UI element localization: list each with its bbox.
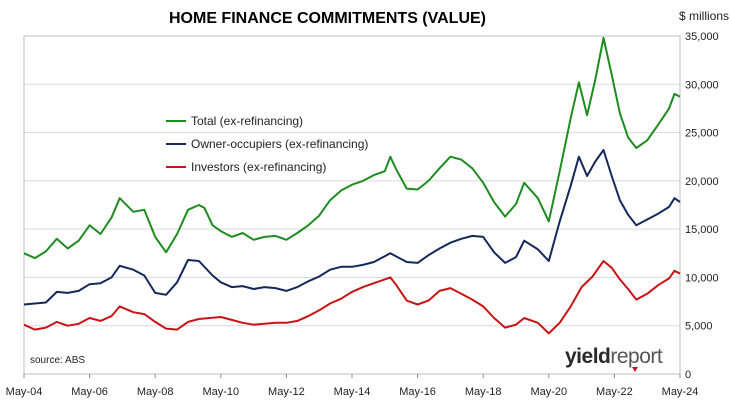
logo-word-report: report (610, 345, 663, 368)
x-tick-label: May-08 (137, 386, 174, 398)
legend: Total (ex-refinancing) Owner-occupiers (e… (166, 114, 368, 174)
grid-lines (23, 35, 681, 375)
y-tick-label: 10,000 (685, 272, 719, 284)
axes: 0 5,000 10,000 15,000 20,000 25,000 30,000 35,0… (6, 31, 719, 398)
x-tick-label: May-04 (6, 386, 43, 398)
series-line-1 (23, 36, 681, 260)
logo-word-yield: yield (565, 345, 611, 368)
x-tick-label: May-24 (662, 386, 699, 398)
yieldreport-logo: yieldreport (565, 345, 663, 372)
chart-title: HOME FINANCE COMMITMENTS (VALUE) (168, 10, 486, 27)
series-line-3 (23, 260, 681, 335)
x-tick-label: May-22 (596, 386, 633, 398)
y-axis-unit-label: $ millions (679, 9, 730, 23)
logo-marker-icon (632, 367, 638, 372)
y-tick-label: 30,000 (685, 79, 719, 91)
y-tick-label: 0 (685, 369, 691, 381)
x-tick-label: May-06 (71, 386, 108, 398)
series-line-2 (23, 149, 681, 306)
y-tick-label: 35,000 (685, 31, 719, 43)
x-tick-label: May-16 (399, 386, 436, 398)
y-tick-label: 5,000 (685, 321, 713, 333)
series-lines (23, 36, 681, 335)
legend-label: Investors (ex-refinancing) (191, 160, 326, 174)
y-tick-label: 15,000 (685, 224, 719, 236)
source-note: source: ABS (30, 355, 86, 366)
x-tick-label: May-14 (334, 386, 371, 398)
x-tick-label: May-12 (268, 386, 305, 398)
legend-label: Total (ex-refinancing) (191, 114, 303, 128)
legend-label: Owner-occupiers (ex-refinancing) (191, 137, 368, 151)
plot-area-frame (23, 35, 681, 375)
y-tick-label: 20,000 (685, 176, 719, 188)
x-tick-label: May-18 (465, 386, 502, 398)
x-tick-label: May-10 (202, 386, 239, 398)
y-tick-label: 25,000 (685, 128, 719, 140)
x-tick-label: May-20 (530, 386, 567, 398)
